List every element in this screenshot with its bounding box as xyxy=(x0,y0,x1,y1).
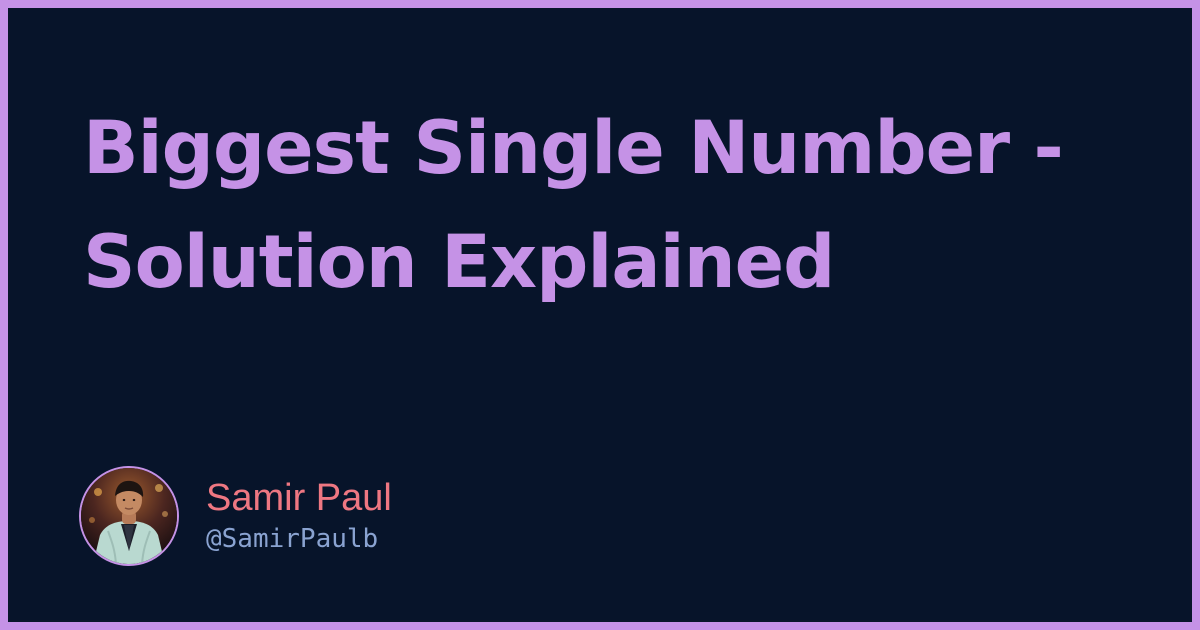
author-handle: @SamirPaulb xyxy=(206,524,379,554)
author-info: Samir Paul @SamirPaulb xyxy=(206,476,392,556)
author-name: Samir Paul xyxy=(206,477,392,519)
author-block: Samir Paul @SamirPaulb xyxy=(79,466,392,566)
post-title: Biggest Single Number - Solution Explain… xyxy=(83,106,1064,305)
avatar xyxy=(79,466,179,566)
